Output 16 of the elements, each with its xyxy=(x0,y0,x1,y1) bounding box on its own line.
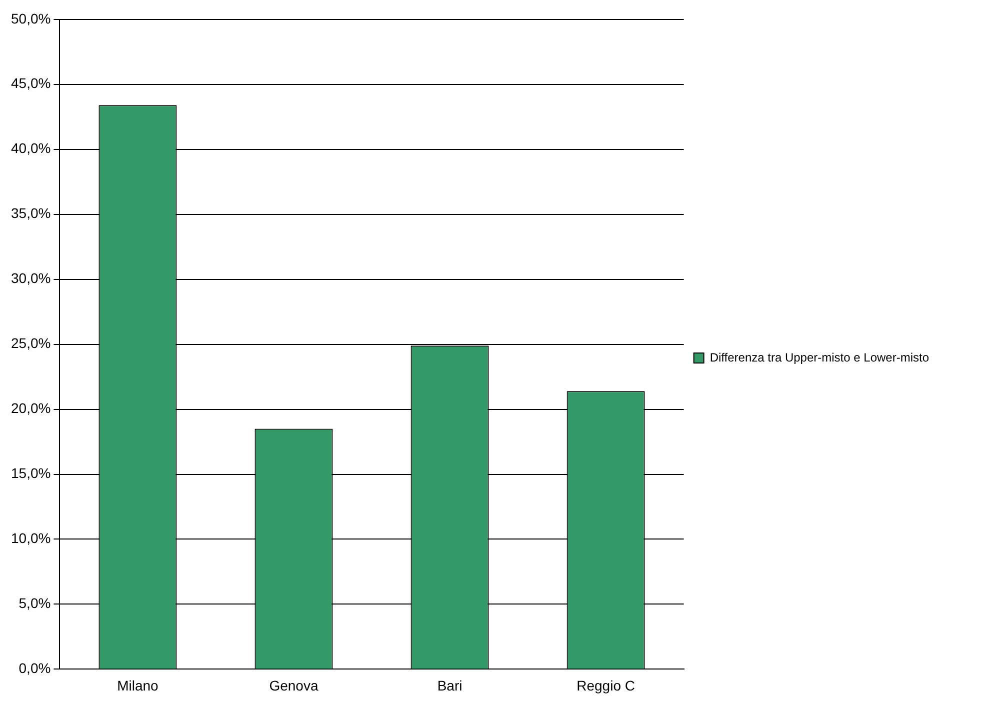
legend-label: Differenza tra Upper-misto e Lower-misto xyxy=(710,350,930,364)
x-tick-label: Bari xyxy=(437,677,462,694)
y-tick-label: 40,0% xyxy=(10,140,51,156)
x-tick-label: Reggio C xyxy=(576,677,635,694)
y-tick-label: 5,0% xyxy=(18,595,51,612)
x-tick-label: Genova xyxy=(269,677,318,694)
y-tick-label: 15,0% xyxy=(10,465,51,482)
y-tick-label: 30,0% xyxy=(10,270,51,286)
y-tick-label: 20,0% xyxy=(10,400,51,416)
y-tick-label: 35,0% xyxy=(10,205,51,222)
y-tick-label: 50,0% xyxy=(10,10,51,26)
y-tick-label: 25,0% xyxy=(10,335,51,352)
y-tick-label: 10,0% xyxy=(10,530,51,546)
y-tick-label: 45,0% xyxy=(10,75,51,92)
x-tick-label: Milano xyxy=(117,677,159,694)
y-tick-label: 0,0% xyxy=(18,660,51,676)
